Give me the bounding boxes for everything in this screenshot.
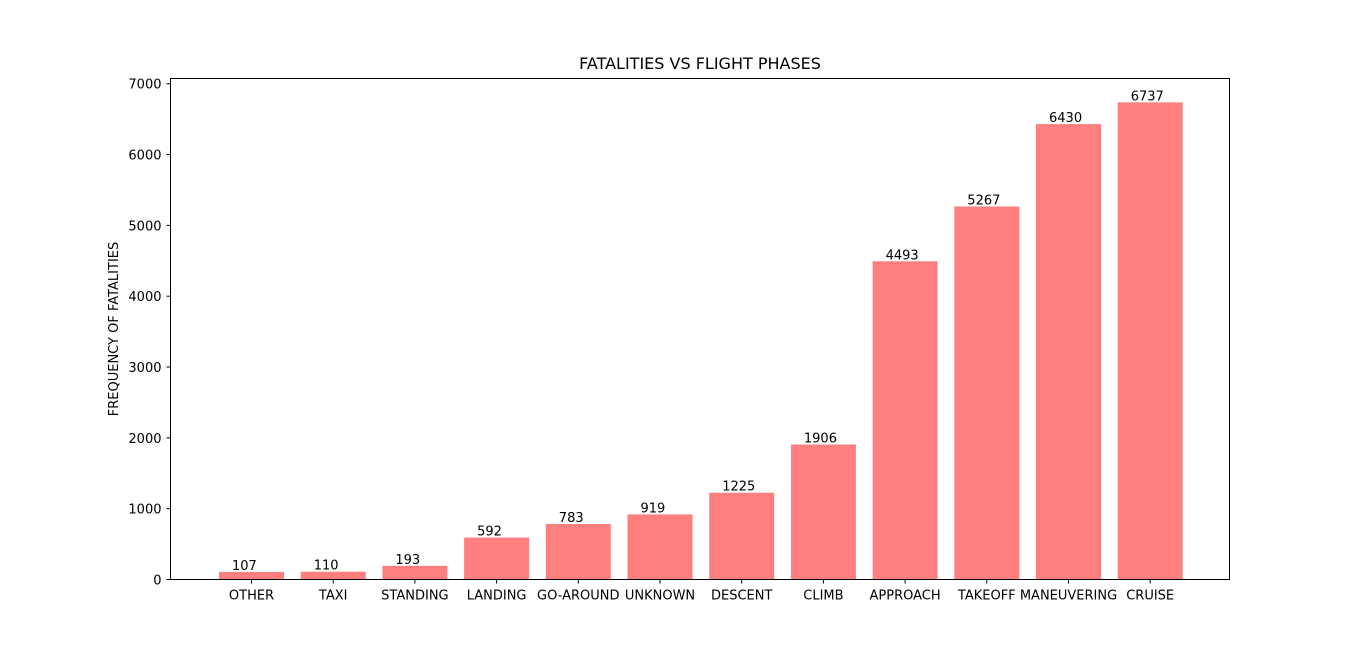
data-label-unknown: 919 bbox=[641, 501, 666, 516]
data-label-taxi: 110 bbox=[314, 559, 339, 574]
data-label-approach: 4493 bbox=[886, 248, 919, 263]
bar-unknown bbox=[627, 514, 693, 580]
bar-cruise bbox=[1117, 102, 1183, 580]
y-tick-label: 1000 bbox=[128, 503, 161, 518]
x-tick-label-maneuvering: MANEUVERING bbox=[1020, 589, 1117, 604]
x-tick-label-takeoff: TAKEOFF bbox=[957, 589, 1016, 604]
bar-landing bbox=[464, 537, 530, 580]
bar-climb bbox=[790, 444, 856, 580]
bar-descent bbox=[709, 492, 775, 580]
x-tick-label-go-around: GO-AROUND bbox=[537, 589, 619, 604]
y-tick-label: 4000 bbox=[128, 290, 161, 305]
y-tick-label: 6000 bbox=[128, 149, 161, 164]
bar-maneuvering bbox=[1036, 124, 1101, 580]
x-axis-ticks: OTHER TAXI STANDING LANDING GO-AROUND UNKNOWN… bbox=[229, 579, 1174, 604]
bar-go-around bbox=[545, 524, 611, 580]
x-tick-label-taxi: TAXI bbox=[318, 589, 348, 604]
bar-takeoff bbox=[954, 206, 1020, 580]
x-tick-label-unknown: UNKNOWN bbox=[625, 589, 695, 604]
data-label-landing: 592 bbox=[477, 525, 502, 540]
plot-area-frame bbox=[170, 78, 1230, 580]
bar-taxi bbox=[300, 571, 366, 580]
x-tick-label-standing: STANDING bbox=[381, 589, 448, 604]
bar-other bbox=[219, 571, 284, 580]
x-tick-label-climb: CLIMB bbox=[803, 589, 843, 604]
x-tick-label-descent: DESCENT bbox=[711, 589, 772, 604]
y-axis-ticks: 0 1000 2000 3000 4000 5000 6000 7000 bbox=[128, 78, 171, 589]
x-tick-label-approach: APPROACH bbox=[870, 589, 941, 604]
bar-approach bbox=[872, 261, 938, 580]
y-tick-label: 0 bbox=[153, 574, 161, 589]
y-tick-label: 5000 bbox=[128, 219, 161, 234]
y-tick-label: 7000 bbox=[128, 78, 161, 93]
data-label-maneuvering: 6430 bbox=[1049, 111, 1082, 126]
data-label-standing: 193 bbox=[395, 553, 420, 568]
x-tick-label-other: OTHER bbox=[229, 589, 274, 604]
data-label-go-around: 783 bbox=[559, 511, 584, 526]
chart-title: FATALITIES VS FLIGHT PHASES bbox=[579, 54, 821, 73]
data-label-descent: 1225 bbox=[722, 480, 755, 495]
bars-group bbox=[219, 102, 1183, 580]
y-axis-label: FREQUENCY OF FATALITIES bbox=[107, 242, 122, 416]
data-labels-group: 107 110 193 592 783 919 1225 1906 4493 5267 6430 67… bbox=[232, 89, 1164, 574]
y-tick-label: 3000 bbox=[128, 361, 161, 376]
data-label-other: 107 bbox=[232, 559, 257, 574]
data-label-climb: 1906 bbox=[804, 432, 837, 447]
y-tick-label: 2000 bbox=[128, 432, 161, 447]
x-tick-label-landing: LANDING bbox=[467, 589, 527, 604]
x-tick-label-cruise: CRUISE bbox=[1126, 589, 1174, 604]
bar-standing bbox=[382, 565, 448, 580]
data-label-takeoff: 5267 bbox=[967, 193, 1000, 208]
data-label-cruise: 6737 bbox=[1131, 89, 1164, 104]
